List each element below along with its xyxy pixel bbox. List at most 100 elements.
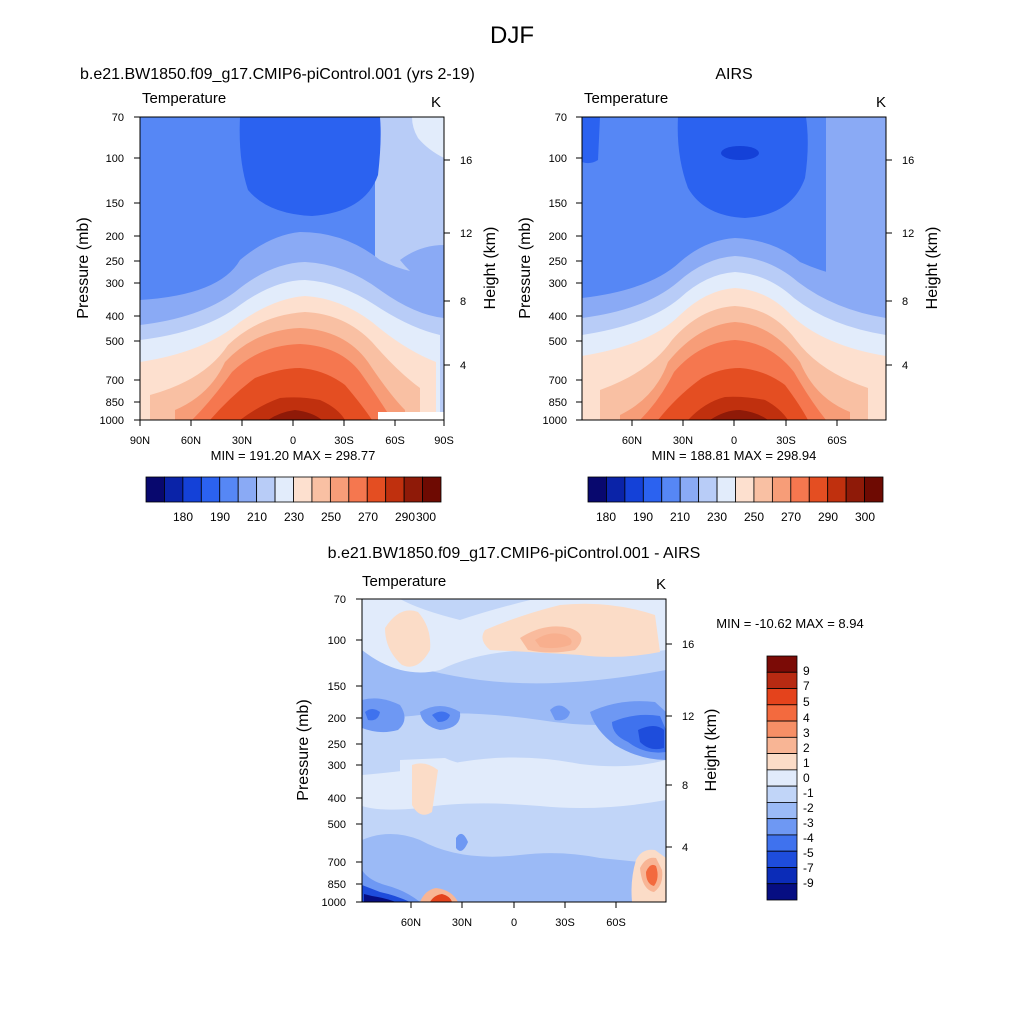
colorbar-label: -4 [803,831,814,845]
y-tick-label: 400 [106,311,124,323]
y-tick-label: 500 [106,336,124,348]
x-tick-label: 60S [827,435,847,447]
x-axis: 60N 30N 0 30S 60S [622,420,847,447]
colorbar [145,476,442,503]
units-label: K [656,576,666,593]
y-right-tick-label: 4 [902,360,908,372]
y-right-tick-label: 16 [902,155,914,167]
colorbar-swatch [766,834,798,852]
colorbar-labels: 180 190 210 230 250 270 290 300 [596,510,875,524]
colorbar-swatch [771,476,792,503]
panel-difference: b.e21.BW1850.f09_g17.CMIP6-piControl.001… [295,545,864,929]
colorbar-swatch [790,476,810,503]
colorbar-label: 290 [818,510,838,524]
y-tick-label: 150 [328,681,346,693]
panel-title: AIRS [715,66,752,83]
colorbar-swatch [735,476,755,503]
y-right-tick-label: 4 [460,360,466,372]
colorbar-label: 9 [803,664,810,678]
colorbar-swatch [274,476,294,503]
y-tick-label: 1000 [100,415,124,427]
y-right-tick-label: 12 [460,228,472,240]
units-label: K [876,94,886,111]
y-tick-label: 1000 [543,415,567,427]
colorbar-swatch [311,476,331,503]
colorbar-swatch [766,785,798,803]
colorbar-label: -3 [803,816,814,830]
colorbar-label: 230 [707,510,727,524]
x-tick-label: 0 [511,917,517,929]
y-tick-label: 150 [106,198,124,210]
y-right-tick-label: 16 [682,639,694,651]
colorbar-label: 230 [284,510,304,524]
min-max-stats: MIN = 191.20 MAX = 298.77 [211,448,376,463]
y-tick-label: 100 [328,635,346,647]
y-tick-label: 850 [328,879,346,891]
variable-label: Temperature [584,90,668,107]
x-tick-label: 60N [181,435,201,447]
colorbar-label: 270 [358,510,378,524]
contour-field [140,117,444,420]
colorbar-label: -7 [803,861,814,875]
colorbar-label: 270 [781,510,801,524]
colorbar-swatch [698,476,718,503]
colorbar-swatch [145,476,165,503]
colorbar-label: 7 [803,679,810,693]
figure-title: DJF [490,22,534,49]
x-tick-label: 0 [731,435,737,447]
y-tick-label: 400 [549,311,567,323]
colorbar-label: -9 [803,876,814,890]
y-tick-label: 200 [106,231,124,243]
y-tick-label: 700 [549,375,567,387]
colorbar-swatch [385,476,405,503]
x-tick-label: 90S [434,435,454,447]
colorbar-label: 3 [803,726,810,740]
y-tick-label: 300 [328,760,346,772]
y-tick-label: 100 [106,153,124,165]
colorbar-swatch [403,476,423,503]
colorbar-swatch [164,476,184,503]
colorbar-swatch [827,476,847,503]
colorbar-swatch [766,883,798,901]
colorbar-swatch [256,476,276,503]
colorbar-label: 0 [803,771,810,785]
y-axis-title: Pressure (mb) [295,699,312,800]
panel-title: b.e21.BW1850.f09_g17.CMIP6-piControl.001… [80,66,475,83]
min-max-stats: MIN = -10.62 MAX = 8.94 [716,616,863,631]
x-tick-label: 30S [555,917,575,929]
colorbar-swatch [753,476,773,503]
colorbar-swatch [808,476,829,503]
x-tick-label: 30N [452,917,472,929]
contour-field [582,117,886,420]
colorbar-swatch [422,476,442,503]
y-tick-label: 70 [112,112,124,124]
y-axis-right: 4 8 12 16 Height (km) [886,155,941,372]
colorbar-swatch [366,476,387,503]
colorbar-label: 190 [210,510,230,524]
colorbar-label: -5 [803,846,814,860]
colorbar-swatch [766,818,798,836]
x-tick-label: 60S [385,435,405,447]
colorbar-swatch [766,867,798,885]
y-right-axis-title: Height (km) [482,227,499,310]
y-right-tick-label: 8 [682,780,688,792]
colorbar-swatch [182,476,202,503]
contour-field [362,599,666,902]
y-right-tick-label: 12 [682,711,694,723]
colorbar-label: 1 [803,756,810,770]
y-tick-label: 400 [328,793,346,805]
y-axis-left: 70 100 150 200 250 300 400 500 700 850 1… [517,112,582,427]
y-tick-label: 250 [549,256,567,268]
colorbar-label: 190 [633,510,653,524]
y-tick-label: 850 [549,397,567,409]
colorbar-swatch [766,769,798,787]
y-right-tick-label: 4 [682,842,688,854]
x-axis: 60N 30N 0 30S 60S [401,902,626,929]
colorbar-label: 210 [247,510,267,524]
colorbar-swatch [766,671,798,689]
colorbar-label: -1 [803,786,814,800]
colorbar-swatch [766,688,798,706]
variable-label: Temperature [142,90,226,107]
colorbar-label: 180 [596,510,616,524]
